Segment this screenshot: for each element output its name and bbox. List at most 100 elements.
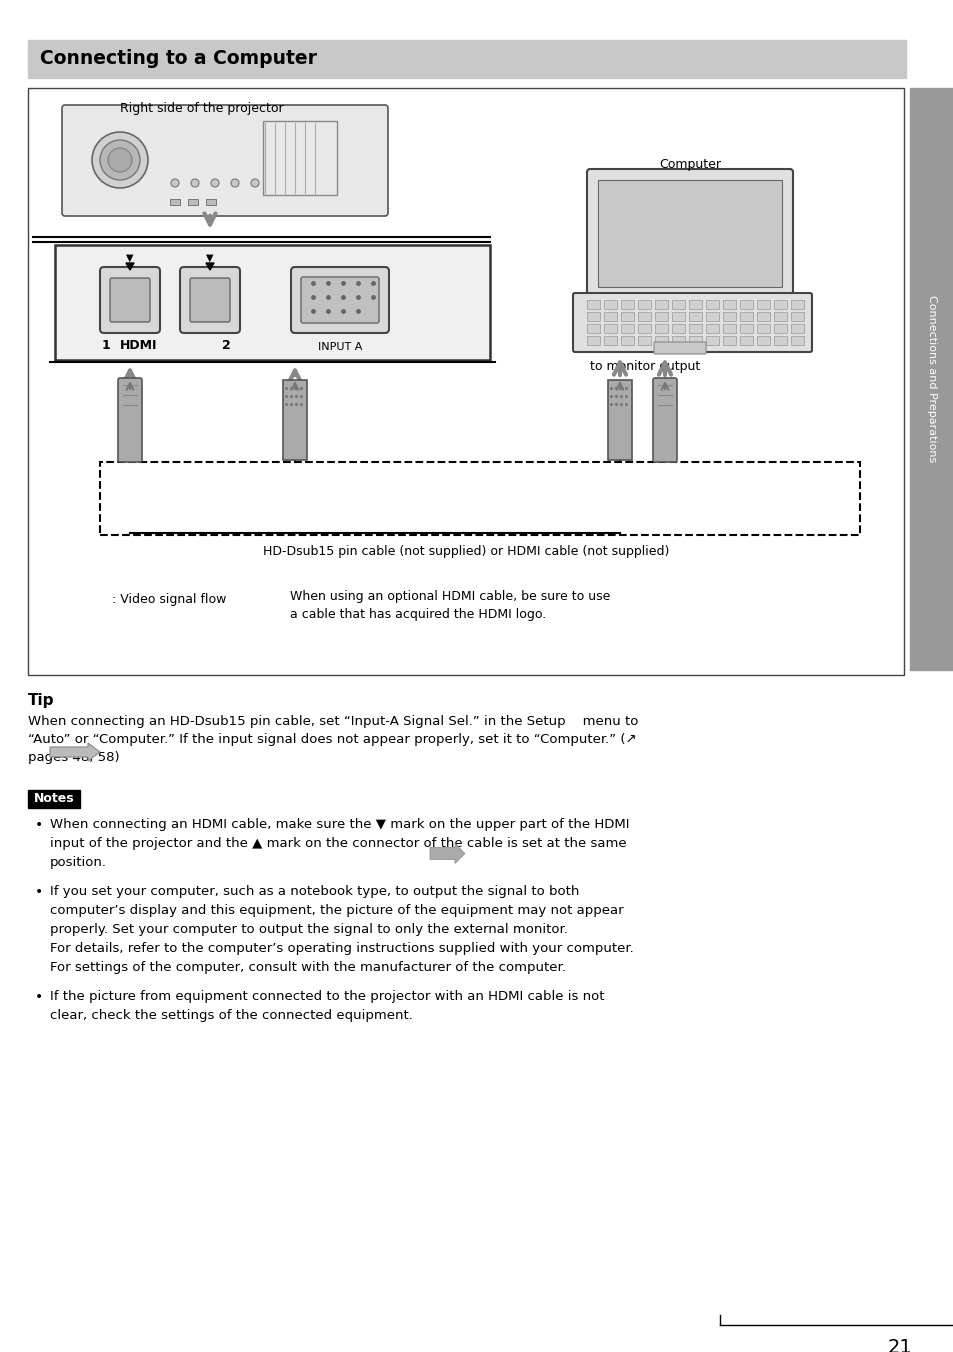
Bar xyxy=(740,324,752,333)
Bar xyxy=(909,88,953,671)
Text: 21: 21 xyxy=(886,1338,911,1352)
Bar xyxy=(740,337,752,345)
Bar xyxy=(671,324,684,333)
Text: •: • xyxy=(35,818,43,831)
Circle shape xyxy=(171,178,179,187)
Bar xyxy=(740,300,752,310)
Text: ▼: ▼ xyxy=(206,253,213,264)
FancyBboxPatch shape xyxy=(62,105,388,216)
Bar xyxy=(722,312,735,320)
Circle shape xyxy=(231,178,239,187)
Text: Connecting to a Computer: Connecting to a Computer xyxy=(40,50,316,69)
Polygon shape xyxy=(206,264,213,270)
Bar xyxy=(28,790,80,808)
FancyBboxPatch shape xyxy=(573,293,811,352)
Text: Computer: Computer xyxy=(659,158,720,170)
Circle shape xyxy=(251,178,258,187)
Bar xyxy=(790,324,803,333)
Circle shape xyxy=(191,178,199,187)
Bar xyxy=(638,324,650,333)
Text: If the picture from equipment connected to the projector with an HDMI cable is n: If the picture from equipment connected … xyxy=(50,990,604,1003)
Polygon shape xyxy=(50,744,100,761)
Text: 2: 2 xyxy=(222,339,231,352)
Text: “Auto” or “Computer.” If the input signal does not appear properly, set it to “C: “Auto” or “Computer.” If the input signa… xyxy=(28,733,636,746)
Bar xyxy=(688,337,701,345)
Bar xyxy=(586,312,599,320)
FancyBboxPatch shape xyxy=(301,277,378,323)
Bar xyxy=(586,300,599,310)
Bar xyxy=(757,337,769,345)
Bar xyxy=(671,337,684,345)
Bar xyxy=(263,120,336,195)
Text: Connections and Preparations: Connections and Preparations xyxy=(926,295,936,462)
FancyBboxPatch shape xyxy=(100,266,160,333)
FancyBboxPatch shape xyxy=(654,342,705,354)
Text: When using an optional HDMI cable, be sure to use: When using an optional HDMI cable, be su… xyxy=(290,589,610,603)
Text: ▼: ▼ xyxy=(126,253,133,264)
Bar xyxy=(607,380,631,460)
Bar xyxy=(620,337,634,345)
Bar xyxy=(655,312,667,320)
Bar xyxy=(638,312,650,320)
Text: : Video signal flow: : Video signal flow xyxy=(108,594,226,607)
Text: For settings of the computer, consult with the manufacturer of the computer.: For settings of the computer, consult wi… xyxy=(50,961,565,973)
Text: Notes: Notes xyxy=(33,792,74,806)
FancyBboxPatch shape xyxy=(652,379,677,462)
Text: When connecting an HD-Dsub15 pin cable, set “Input-A Signal Sel.” in the Setup  : When connecting an HD-Dsub15 pin cable, … xyxy=(28,715,638,727)
Bar xyxy=(790,300,803,310)
Bar xyxy=(790,312,803,320)
Bar xyxy=(603,324,617,333)
FancyBboxPatch shape xyxy=(190,279,230,322)
Bar xyxy=(655,324,667,333)
Bar xyxy=(722,324,735,333)
Bar xyxy=(100,462,859,535)
Text: If you set your computer, such as a notebook type, to output the signal to both: If you set your computer, such as a note… xyxy=(50,886,578,898)
Text: pages 48, 58): pages 48, 58) xyxy=(28,750,119,764)
Bar xyxy=(655,337,667,345)
Text: to monitor output: to monitor output xyxy=(589,360,700,373)
Bar xyxy=(28,88,903,675)
Polygon shape xyxy=(126,264,133,270)
Bar xyxy=(586,337,599,345)
FancyBboxPatch shape xyxy=(291,266,389,333)
Text: When connecting an HDMI cable, make sure the ▼ mark on the upper part of the HDM: When connecting an HDMI cable, make sure… xyxy=(50,818,629,831)
Bar xyxy=(705,300,719,310)
Text: properly. Set your computer to output the signal to only the external monitor.: properly. Set your computer to output th… xyxy=(50,923,567,936)
FancyBboxPatch shape xyxy=(110,279,150,322)
Bar xyxy=(283,380,307,460)
Text: For details, refer to the computer’s operating instructions supplied with your c: For details, refer to the computer’s ope… xyxy=(50,942,633,955)
Bar xyxy=(773,312,786,320)
Bar xyxy=(688,324,701,333)
Bar xyxy=(206,199,215,206)
Bar xyxy=(722,337,735,345)
Bar xyxy=(705,312,719,320)
Text: Tip: Tip xyxy=(28,694,54,708)
Bar xyxy=(586,324,599,333)
Bar xyxy=(638,337,650,345)
Text: HD-Dsub15 pin cable (not supplied) or HDMI cable (not supplied): HD-Dsub15 pin cable (not supplied) or HD… xyxy=(262,545,668,558)
Text: input of the projector and the ▲ mark on the connector of the cable is set at th: input of the projector and the ▲ mark on… xyxy=(50,837,626,850)
Bar xyxy=(603,337,617,345)
Text: Right side of the projector: Right side of the projector xyxy=(120,101,283,115)
Bar xyxy=(28,41,905,78)
Text: HDMI: HDMI xyxy=(120,339,157,352)
Circle shape xyxy=(211,178,219,187)
Bar xyxy=(773,337,786,345)
Bar xyxy=(655,300,667,310)
Bar xyxy=(603,300,617,310)
Bar xyxy=(688,300,701,310)
Bar xyxy=(688,312,701,320)
Bar xyxy=(757,324,769,333)
Text: position.: position. xyxy=(50,856,107,869)
Text: INPUT A: INPUT A xyxy=(317,342,362,352)
Bar xyxy=(603,312,617,320)
Bar xyxy=(671,312,684,320)
Bar xyxy=(188,199,198,206)
Circle shape xyxy=(108,147,132,172)
Bar xyxy=(598,180,781,287)
Bar xyxy=(705,324,719,333)
Polygon shape xyxy=(430,844,464,864)
Bar xyxy=(740,312,752,320)
Bar xyxy=(638,300,650,310)
Text: a cable that has acquired the HDMI logo.: a cable that has acquired the HDMI logo. xyxy=(290,608,546,621)
